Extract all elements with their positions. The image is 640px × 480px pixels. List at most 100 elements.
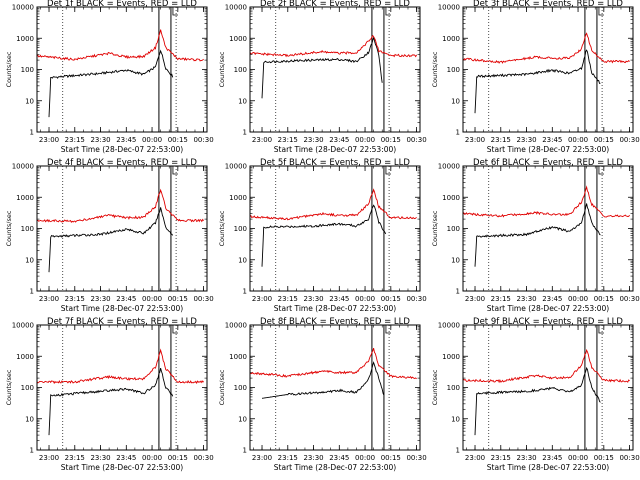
plot-frame: [462, 324, 634, 451]
plot-frame: [249, 6, 421, 133]
y-tick-label: 10000: [225, 4, 247, 12]
x-tick-label: 00:30: [619, 454, 639, 462]
y-tick-label: 100: [21, 225, 34, 233]
y-tick-label: 100: [234, 225, 247, 233]
x-tick-label: 23:45: [116, 295, 136, 303]
x-axis-label: Start Time (28-Dec-07 22:53:00): [61, 145, 183, 154]
x-axis-label: Start Time (28-Dec-07 22:53:00): [61, 304, 183, 313]
y-axis-label: Counts/sec: [218, 51, 226, 87]
lld-series-line: [36, 188, 204, 224]
events-series-line: [48, 207, 174, 273]
y-tick-label: 10: [25, 97, 34, 105]
y-axis-label: Counts/sec: [5, 210, 13, 246]
y-tick-label: 1: [456, 129, 460, 137]
detector-panel: Det 5f BLACK = Events, RED = LLD Counts/s…: [218, 158, 427, 313]
panel-title: Det 2f BLACK = Events, RED = LLD: [260, 0, 410, 9]
x-axis-label: Start Time (28-Dec-07 22:53:00): [274, 304, 396, 313]
x-tick-label: 00:15: [168, 295, 188, 303]
panel-title: Det 7f BLACK = Events, RED = LLD: [47, 317, 197, 327]
y-tick-label: 1000: [229, 35, 247, 43]
lld-series-line: [249, 347, 417, 380]
y-tick-label: 1: [243, 129, 247, 137]
x-tick-label: 00:30: [619, 136, 639, 144]
panel-title: Det 8f BLACK = Events, RED = LLD: [260, 317, 410, 327]
y-tick-label: 10: [25, 256, 34, 264]
y-tick-label: 10000: [438, 322, 460, 330]
events-series-line: [261, 204, 387, 267]
marker-flag: [172, 325, 178, 334]
detector-panel: Det 3f BLACK = Events, RED = LLD Counts/s…: [431, 0, 640, 154]
plot-frame: [36, 324, 208, 451]
y-tick-label: 10: [238, 97, 247, 105]
y-tick-label: 10: [238, 415, 247, 423]
x-tick-label: 00:30: [406, 454, 426, 462]
x-tick-label: 00:15: [168, 136, 188, 144]
y-tick-label: 10: [451, 415, 460, 423]
events-series-line: [474, 366, 601, 436]
y-tick-label: 10000: [438, 4, 460, 12]
x-tick-label: 23:00: [252, 295, 272, 303]
marker-flag: [172, 7, 178, 16]
plot-frame: [249, 324, 421, 451]
x-tick-label: 00:00: [142, 454, 162, 462]
y-tick-label: 1000: [442, 35, 460, 43]
y-axis-label: Counts/sec: [431, 210, 439, 246]
plot-frame: [36, 6, 208, 133]
y-axis-label: Counts/sec: [218, 210, 226, 246]
x-tick-label: 23:00: [465, 136, 485, 144]
x-tick-label: 23:45: [329, 136, 349, 144]
x-tick-label: 00:00: [568, 136, 588, 144]
x-tick-label: 23:00: [465, 454, 485, 462]
plot-frame: [36, 165, 208, 292]
x-tick-label: 23:30: [90, 136, 110, 144]
marker-flag: [598, 166, 604, 175]
y-tick-label: 1: [30, 447, 34, 455]
x-tick-label: 00:15: [381, 454, 401, 462]
y-tick-label: 100: [447, 384, 460, 392]
x-tick-label: 00:15: [381, 136, 401, 144]
y-tick-label: 1000: [16, 353, 34, 361]
y-tick-label: 1: [456, 288, 460, 296]
y-tick-label: 10000: [12, 322, 34, 330]
x-tick-label: 00:00: [355, 136, 375, 144]
y-tick-label: 1000: [442, 353, 460, 361]
y-tick-label: 100: [234, 384, 247, 392]
x-tick-label: 23:15: [65, 295, 85, 303]
x-tick-label: 23:30: [303, 295, 323, 303]
y-tick-label: 100: [234, 66, 247, 74]
marker-flag: [385, 325, 391, 334]
detector-panel: Det 1f BLACK = Events, RED = LLD Counts/s…: [5, 0, 214, 154]
x-tick-label: 00:15: [594, 136, 614, 144]
marker-flag: [598, 7, 604, 16]
detector-panel: Det 9f BLACK = Events, RED = LLD Counts/s…: [431, 317, 640, 472]
x-tick-label: 23:15: [65, 136, 85, 144]
lld-series-line: [462, 32, 630, 64]
x-tick-label: 00:00: [142, 136, 162, 144]
x-tick-label: 00:00: [568, 295, 588, 303]
x-tick-label: 00:00: [568, 454, 588, 462]
y-axis-label: Counts/sec: [5, 51, 13, 87]
y-tick-label: 100: [447, 66, 460, 74]
x-tick-label: 23:45: [542, 454, 562, 462]
x-tick-label: 00:15: [594, 454, 614, 462]
detector-panel: Det 6f BLACK = Events, RED = LLD Counts/s…: [431, 158, 640, 313]
y-tick-label: 10: [451, 97, 460, 105]
y-tick-label: 10000: [225, 322, 247, 330]
x-tick-label: 23:15: [491, 295, 511, 303]
x-tick-label: 00:30: [193, 295, 213, 303]
y-tick-label: 1000: [229, 194, 247, 202]
y-tick-label: 10: [238, 256, 247, 264]
y-axis-label: Counts/sec: [431, 369, 439, 405]
lld-series-line: [249, 188, 417, 221]
y-tick-label: 1: [30, 129, 34, 137]
x-tick-label: 23:15: [278, 136, 298, 144]
x-tick-label: 23:45: [329, 454, 349, 462]
x-tick-label: 00:30: [193, 454, 213, 462]
x-tick-label: 23:00: [39, 295, 59, 303]
panel-title: Det 6f BLACK = Events, RED = LLD: [473, 158, 623, 168]
x-tick-label: 23:30: [303, 454, 323, 462]
y-tick-label: 1: [30, 288, 34, 296]
y-tick-label: 100: [447, 225, 460, 233]
detector-panel: Det 8f BLACK = Events, RED = LLD Counts/s…: [218, 317, 427, 472]
